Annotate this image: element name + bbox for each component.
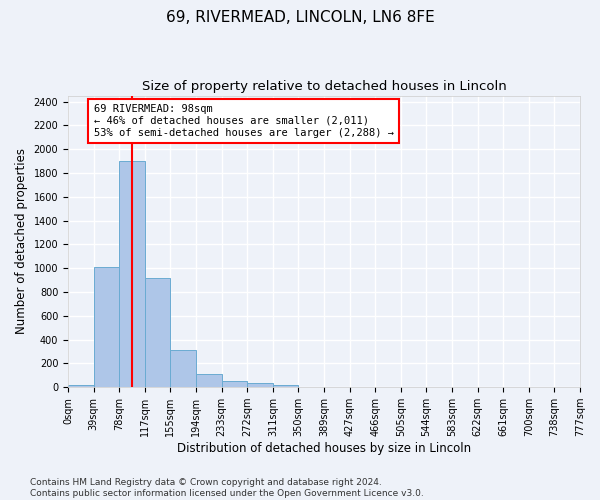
Bar bbox=[68, 385, 94, 387]
Bar bbox=[170, 350, 196, 387]
Title: Size of property relative to detached houses in Lincoln: Size of property relative to detached ho… bbox=[142, 80, 506, 93]
Text: Contains HM Land Registry data © Crown copyright and database right 2024.
Contai: Contains HM Land Registry data © Crown c… bbox=[30, 478, 424, 498]
Bar bbox=[119, 161, 145, 387]
Bar bbox=[94, 267, 119, 387]
Bar bbox=[221, 380, 247, 387]
Text: 69, RIVERMEAD, LINCOLN, LN6 8FE: 69, RIVERMEAD, LINCOLN, LN6 8FE bbox=[166, 10, 434, 25]
Bar bbox=[273, 385, 298, 387]
Bar bbox=[145, 278, 170, 387]
Text: 69 RIVERMEAD: 98sqm
← 46% of detached houses are smaller (2,011)
53% of semi-det: 69 RIVERMEAD: 98sqm ← 46% of detached ho… bbox=[94, 104, 394, 138]
Y-axis label: Number of detached properties: Number of detached properties bbox=[15, 148, 28, 334]
X-axis label: Distribution of detached houses by size in Lincoln: Distribution of detached houses by size … bbox=[177, 442, 471, 455]
Bar bbox=[247, 384, 273, 387]
Bar bbox=[196, 374, 221, 387]
